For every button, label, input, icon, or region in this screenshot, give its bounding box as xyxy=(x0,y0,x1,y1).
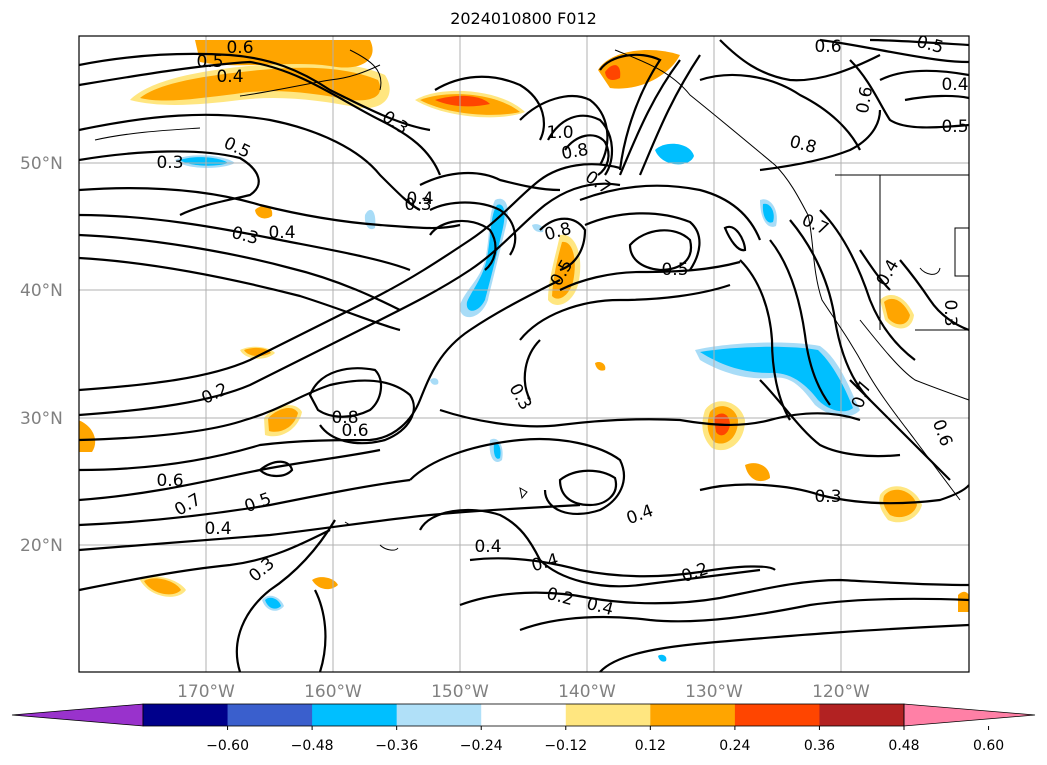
colorbar-tick-label: 0.60 xyxy=(973,738,1004,754)
lon-tick-130w: 130°W xyxy=(685,682,743,702)
longitude-ticks: 170°W 160°W 150°W 140°W 130°W 120°W xyxy=(177,682,870,702)
contour-label: 0.3 xyxy=(814,487,841,507)
contour-label: 0.6 xyxy=(226,38,253,58)
contour-label: 0.3 xyxy=(156,153,183,173)
colorbar-tick-label: 0.48 xyxy=(888,738,919,754)
contour-label: 0.8 xyxy=(560,140,590,164)
latitude-ticks: 50°N 40°N 30°N 20°N xyxy=(20,154,63,556)
colorbar-tick-label: −0.24 xyxy=(460,738,503,754)
colorbar: −0.60 −0.48 −0.36 −0.24 −0.12 0.12 0.24 0.36 0.4… xyxy=(11,703,1036,754)
colorbar-outline xyxy=(142,703,905,727)
colorbar-tick-label: −0.48 xyxy=(291,738,334,754)
contour-label: 1.0 xyxy=(546,123,573,143)
colorbar-segment xyxy=(396,704,482,726)
colorbar-extend-max xyxy=(903,703,1036,727)
colorbar-segment xyxy=(312,704,398,726)
lon-tick-150w: 150°W xyxy=(431,682,489,702)
colorbar-segment xyxy=(227,704,313,726)
lat-tick-40n: 40°N xyxy=(20,281,63,301)
contour-label: 0.4 xyxy=(204,519,231,539)
colorbar-tick-label: −0.36 xyxy=(375,738,418,754)
map-background xyxy=(79,36,969,672)
colorbar-tick-label: 0.36 xyxy=(804,738,835,754)
colorbar-segment xyxy=(565,704,651,726)
colorbar-segment xyxy=(734,704,820,726)
colorbar-segment xyxy=(481,704,567,726)
colorbar-segment xyxy=(143,704,229,726)
colorbar-segment xyxy=(650,704,736,726)
contour-label: 0.6 xyxy=(156,471,183,491)
map-title: 2024010800 F012 xyxy=(450,9,597,28)
map-frame xyxy=(78,35,970,673)
contour-label: 0.3 xyxy=(404,195,431,215)
lat-tick-50n: 50°N xyxy=(20,154,63,174)
graticule xyxy=(79,36,969,672)
contour-label: 0.8 xyxy=(331,408,358,428)
contour-label: 0.5 xyxy=(941,117,968,137)
colorbar-extend-min xyxy=(11,703,144,727)
lon-tick-140w: 140°W xyxy=(558,682,616,702)
colorbar-tick-label: 0.12 xyxy=(635,738,666,754)
lat-tick-20n: 20°N xyxy=(20,536,63,556)
lon-tick-120w: 120°W xyxy=(812,682,870,702)
contour-label: 0.4 xyxy=(406,189,433,209)
lon-tick-170w: 170°W xyxy=(177,682,235,702)
contour-label: 0.5 xyxy=(196,52,223,72)
colorbar-tick-label: 0.24 xyxy=(719,738,750,754)
colorbar-segment xyxy=(819,704,905,726)
contour-label: 0.4 xyxy=(941,75,968,95)
contour-lines xyxy=(79,38,969,672)
contour-label: 0.6 xyxy=(341,421,368,441)
contour-label: 0.6 xyxy=(853,85,877,115)
contour-label: 0.4 xyxy=(216,67,243,87)
lon-tick-160w: 160°W xyxy=(304,682,362,702)
colorbar-tick-label: −0.12 xyxy=(544,738,587,754)
lat-tick-30n: 30°N xyxy=(20,409,63,429)
contour-label: 0.5 xyxy=(661,260,688,280)
contour-label: 0.4 xyxy=(474,537,501,557)
contour-label: 0.4 xyxy=(268,223,295,243)
contour-label: 0.3 xyxy=(940,299,960,326)
contour-label: 0.6 xyxy=(814,37,841,57)
colorbar-tick-label: −0.60 xyxy=(206,738,249,754)
